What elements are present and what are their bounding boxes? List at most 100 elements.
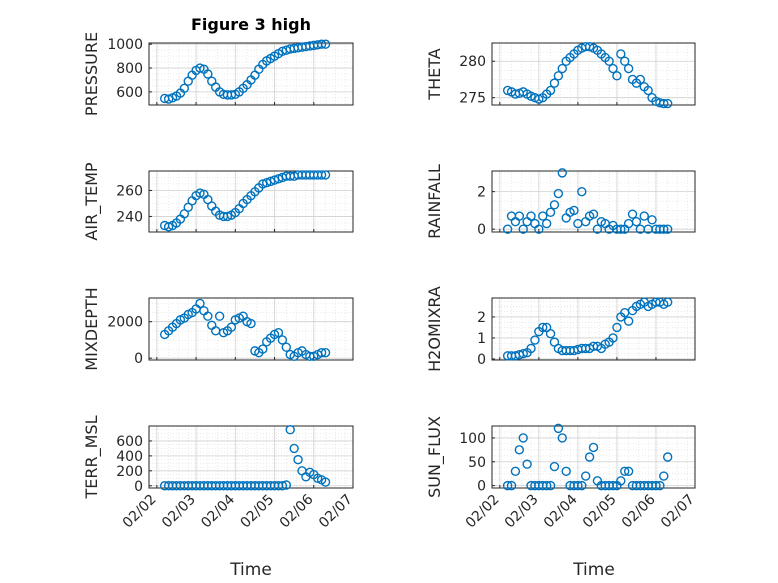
data-point	[316, 170, 327, 180]
subplot-8: 0 50 100 02/02 02/03 02/04 02/05 02/06 02/07 SUN_…	[425, 416, 698, 531]
x-tick-label: 02/05	[580, 492, 620, 532]
data-point	[320, 170, 331, 180]
data-point	[557, 168, 567, 178]
data-point	[549, 461, 560, 472]
data-point	[281, 342, 292, 352]
data-point	[557, 433, 567, 443]
x-tick-label: 02/02	[463, 492, 503, 532]
y-axis-label: THETA	[425, 48, 444, 100]
data-point	[545, 329, 556, 339]
axes-box	[148, 170, 354, 233]
data-point	[289, 443, 299, 454]
y-tick-label: 1	[477, 331, 486, 347]
data-point	[195, 188, 205, 198]
data-point	[545, 207, 556, 217]
data-point	[584, 452, 595, 462]
data-point	[285, 425, 295, 435]
data-point	[320, 477, 331, 487]
data-point	[553, 71, 564, 81]
data-point	[226, 90, 237, 100]
x-axis-label-left: Time	[229, 560, 272, 580]
data-point	[635, 74, 646, 85]
data-point	[545, 480, 556, 491]
axes-box	[491, 42, 696, 106]
data-point	[273, 327, 284, 338]
subplot-6: 0 1 2 H2OMIXRA	[425, 286, 696, 372]
data-point	[620, 56, 630, 66]
data-point	[620, 466, 630, 477]
data-point	[214, 311, 225, 321]
y-tick-label: 0	[134, 479, 143, 495]
data-point	[195, 63, 205, 73]
data-point	[506, 480, 517, 491]
x-tick-label: 02/07	[658, 492, 698, 532]
data-point	[631, 216, 642, 227]
y-tick-label: 0	[477, 352, 486, 368]
data-point	[639, 211, 649, 221]
data-point	[612, 71, 622, 81]
axes-box	[491, 170, 696, 233]
data-point	[623, 63, 634, 74]
data-point	[616, 224, 626, 234]
data-point	[510, 466, 521, 477]
x-tick-label: 02/05	[238, 492, 278, 532]
data-point	[623, 316, 634, 326]
y-tick-label: 260	[116, 183, 143, 199]
data-point	[203, 69, 213, 79]
y-tick-label: 2	[477, 310, 486, 326]
data-point	[612, 322, 622, 333]
data-point	[662, 452, 673, 462]
subplot-2: 275 280 THETA	[425, 41, 696, 109]
plot-area	[149, 426, 353, 488]
data-point	[514, 211, 525, 221]
data-point	[616, 476, 626, 486]
y-axis-label: PRESSURE	[82, 32, 101, 116]
x-tick-label: 02/03	[159, 492, 199, 532]
data-point	[592, 224, 603, 234]
data-point	[518, 433, 528, 443]
x-tick-label: 02/06	[619, 491, 659, 531]
data-point	[518, 224, 528, 234]
data-point	[561, 466, 571, 477]
figure-title: Figure 3 high	[191, 15, 311, 34]
y-axis-label: TERR_MSL	[82, 415, 102, 499]
subplot-4: 0 2 RAINFALL	[425, 164, 696, 239]
data-point	[320, 39, 331, 49]
data-point	[553, 188, 564, 199]
axes-box	[148, 297, 354, 361]
y-tick-label: 0	[477, 222, 486, 238]
subplot-3: 240 260 AIR_TEMP	[82, 162, 354, 241]
y-tick-label: 240	[116, 209, 143, 225]
data-point	[651, 480, 661, 491]
data-point	[557, 63, 567, 74]
data-point	[573, 480, 583, 491]
data-point	[549, 78, 560, 88]
data-point	[569, 205, 579, 216]
x-tick-label: 02/03	[502, 492, 542, 532]
data-point	[643, 85, 653, 96]
data-point	[538, 211, 548, 221]
data-point	[203, 311, 213, 321]
data-point	[277, 335, 288, 345]
data-point	[518, 348, 528, 359]
y-axis-label: MIXDEPTH	[82, 287, 101, 370]
data-point	[608, 480, 618, 491]
data-point	[549, 200, 560, 210]
data-point	[541, 480, 552, 491]
data-point	[514, 445, 525, 455]
data-point	[659, 471, 669, 481]
data-point	[545, 85, 556, 96]
data-point	[163, 222, 174, 232]
y-tick-label: 800	[116, 61, 143, 77]
data-point	[293, 454, 303, 465]
y-tick-label: 2	[477, 185, 486, 201]
axes-box	[148, 42, 354, 106]
data-point	[577, 186, 587, 197]
data-point	[541, 218, 552, 229]
y-tick-label: 0	[134, 351, 143, 367]
data-point	[246, 318, 256, 329]
x-tick-label: 02/06	[277, 491, 317, 531]
data-point	[320, 348, 331, 358]
